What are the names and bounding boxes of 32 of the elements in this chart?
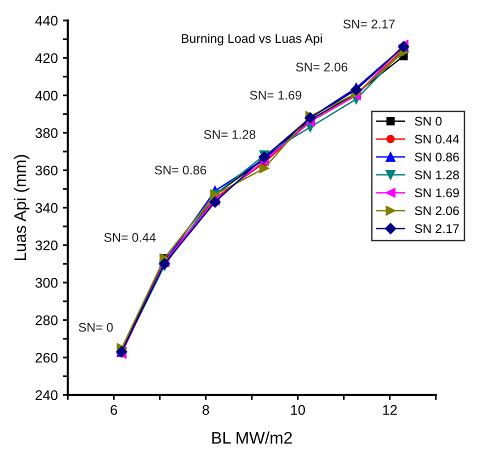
y-axis-title: Luas Api (mm): [14, 155, 30, 260]
legend-label: SN 0.86: [414, 152, 459, 162]
x-tick-label: 8: [202, 405, 210, 415]
annotation: SN= 2.17: [343, 20, 395, 28]
y-tick-label: 340: [35, 203, 58, 213]
annotation: SN= 2.06: [296, 62, 348, 72]
annotation: SN= 0: [78, 322, 113, 332]
x-tick-label: 6: [110, 405, 118, 415]
y-tick-label: 360: [35, 166, 58, 176]
y-tick-label: 420: [35, 53, 58, 64]
legend-label: SN 0.44: [414, 134, 460, 144]
y-tick-label: 400: [35, 90, 58, 101]
annotation: SN= 0.86: [154, 166, 206, 174]
text: Burning Load vs Luas Api: [182, 34, 322, 46]
x-tick-label: 10: [291, 405, 305, 415]
x-tick-label: 12: [383, 405, 397, 415]
legend-label: SN 1.28: [414, 170, 459, 180]
y-tick-label: 300: [35, 278, 58, 288]
y-tick-label: 440: [35, 16, 58, 26]
y-tick-label: 320: [35, 240, 58, 250]
x-axis-title: BL MW/m2: [212, 432, 292, 444]
legend-label: SN 2.17: [414, 224, 459, 234]
y-tick-label: 260: [36, 352, 58, 363]
y-tick-label: 240: [36, 390, 58, 400]
legend-label: SN 2.06: [414, 206, 459, 216]
legend-label: SN 1.69: [414, 188, 459, 198]
annotation: SN= 1.69: [250, 90, 302, 100]
legend-label: SN 0: [414, 116, 442, 126]
y-tick-label: 380: [35, 128, 58, 138]
annotation: SN= 1.28: [204, 130, 256, 139]
y-tick-label: 280: [36, 315, 58, 326]
annotation: SN= 0.44: [104, 233, 156, 242]
